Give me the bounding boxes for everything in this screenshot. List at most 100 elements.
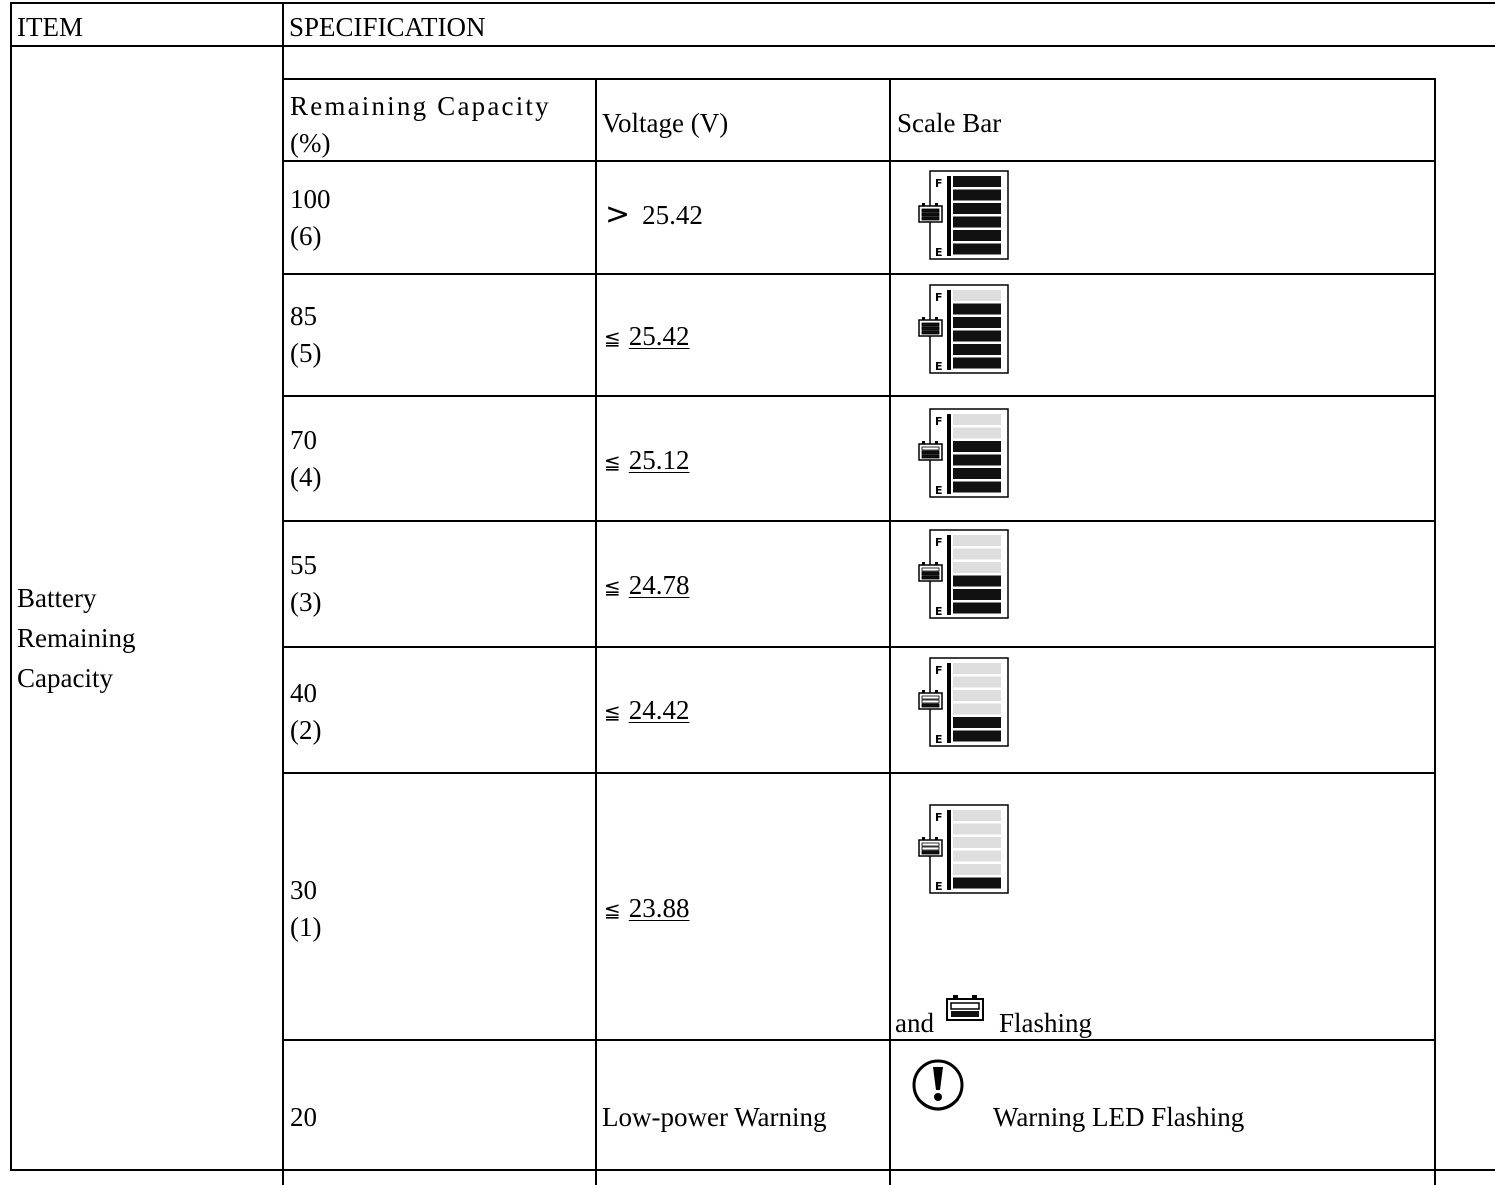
grid-line	[10, 45, 1495, 47]
scale-bar-segment	[953, 690, 1001, 701]
grid-line	[1434, 78, 1436, 1185]
scale-bar-segment	[953, 468, 1001, 479]
scale-bar-segment	[953, 663, 1001, 674]
warning-note: Warning LED Flashing	[993, 1102, 1245, 1132]
voltage-symbol: ≦	[604, 898, 621, 922]
scale-empty-label: E	[935, 484, 943, 497]
voltage-value: 23.88	[628, 893, 690, 923]
scale-bar-segment	[953, 176, 1001, 187]
scale-bar-segment	[953, 837, 1001, 848]
column-header-scale: Scale Bar	[897, 108, 1002, 138]
scale-bar-segment	[953, 454, 1001, 466]
scale-bar-segment	[953, 441, 1001, 452]
grid-line	[595, 78, 597, 1185]
scale-empty-label: E	[935, 880, 943, 893]
table-row-capacity: 70 (4)	[290, 422, 321, 496]
table-row-voltage: >25.42	[605, 200, 703, 230]
grid-line	[282, 160, 1436, 162]
scale-bar-segment	[953, 730, 1001, 742]
item-label-line: Capacity	[17, 663, 113, 693]
header-specification: SPECIFICATION	[289, 12, 486, 42]
table-row-capacity: 100 (6)	[290, 181, 331, 255]
capacity-level: (4)	[290, 462, 322, 492]
scale-bar-segment	[953, 548, 1001, 560]
grid-line	[10, 2, 12, 1171]
grid-line	[282, 78, 1436, 80]
voltage-symbol: ≦	[604, 450, 621, 474]
scale-bar-segment	[953, 243, 1001, 255]
battery-icon	[918, 837, 943, 857]
voltage-value: 25.42	[642, 200, 703, 230]
scale-bar-segment	[953, 230, 1001, 241]
scale-bar-segment	[953, 303, 1001, 315]
battery-icon	[918, 690, 943, 710]
scale-full-label: F	[935, 291, 943, 304]
scale-full-label: F	[935, 811, 943, 824]
item-label-line: Remaining	[17, 623, 136, 653]
voltage-symbol: ≦	[604, 700, 621, 724]
voltage-value: 24.42	[628, 695, 690, 725]
scale-bar-segment	[953, 427, 1001, 439]
battery-icon	[918, 441, 943, 461]
scale-bar-segment	[953, 575, 1001, 587]
scale-bar-segment	[953, 850, 1001, 862]
grid-line	[282, 772, 1436, 774]
scale-bar-segment	[953, 535, 1001, 546]
column-header-capacity-line: (%)	[290, 128, 331, 158]
battery-icon	[918, 562, 943, 582]
voltage-value: 25.42	[628, 321, 690, 351]
capacity-level: (6)	[290, 221, 322, 251]
flashing-note: and	[895, 1010, 934, 1037]
battery-icon	[945, 994, 985, 1027]
grid-line	[889, 78, 891, 1185]
grid-line	[282, 520, 1436, 522]
table-row-capacity: 85 (5)	[290, 298, 321, 372]
capacity-value: 70	[290, 425, 317, 455]
grid-line	[282, 273, 1436, 275]
capacity-level: (2)	[290, 715, 322, 745]
column-header-capacity-line: Remaining Capacity	[290, 91, 551, 121]
scale-bar-segment	[953, 216, 1001, 228]
scale-empty-label: E	[935, 733, 943, 746]
scale-bar-segment	[953, 481, 1001, 493]
scale-bar-segment	[953, 203, 1001, 214]
table-row-voltage: ≦ 23.88	[604, 895, 690, 922]
warning-row-voltage: Low-power Warning	[602, 1102, 827, 1132]
scale-bar-segment	[953, 414, 1001, 425]
voltage-symbol: >	[605, 197, 631, 232]
scale-bar-segment	[953, 317, 1001, 328]
flashing-note-prefix: and	[895, 1008, 934, 1038]
scale-empty-label: E	[935, 246, 943, 259]
table-row-voltage: ≦ 24.78	[604, 572, 690, 599]
warning-exclamation-icon	[910, 1057, 966, 1122]
capacity-value: 85	[290, 301, 317, 331]
flashing-note-suffix-text: Flashing	[999, 1008, 1093, 1038]
scale-empty-label: E	[935, 605, 943, 618]
table-row-voltage: ≦ 24.42	[604, 697, 690, 724]
scale-bar-segment	[953, 357, 1001, 369]
scale-bar-segment	[953, 602, 1001, 614]
voltage-symbol: ≦	[604, 575, 621, 599]
warning-row-capacity: 20	[290, 1102, 317, 1132]
scale-bar-segment	[953, 810, 1001, 821]
battery-icon	[918, 317, 943, 337]
table-row-capacity: 40 (2)	[290, 675, 321, 749]
table-row-capacity: 55 (3)	[290, 547, 321, 621]
scale-bar-segment	[953, 290, 1001, 301]
scale-full-label: F	[935, 664, 943, 677]
grid-line	[282, 395, 1436, 397]
scale-bar-segment	[953, 703, 1001, 715]
grid-line	[10, 2, 1495, 4]
voltage-value: 25.12	[628, 445, 690, 475]
grid-line	[282, 2, 284, 1185]
scale-bar-segment	[953, 877, 1001, 889]
scale-empty-label: E	[935, 360, 943, 373]
grid-line	[282, 1039, 1436, 1041]
header-item: ITEM	[17, 12, 83, 42]
grid-line	[10, 1169, 1495, 1171]
